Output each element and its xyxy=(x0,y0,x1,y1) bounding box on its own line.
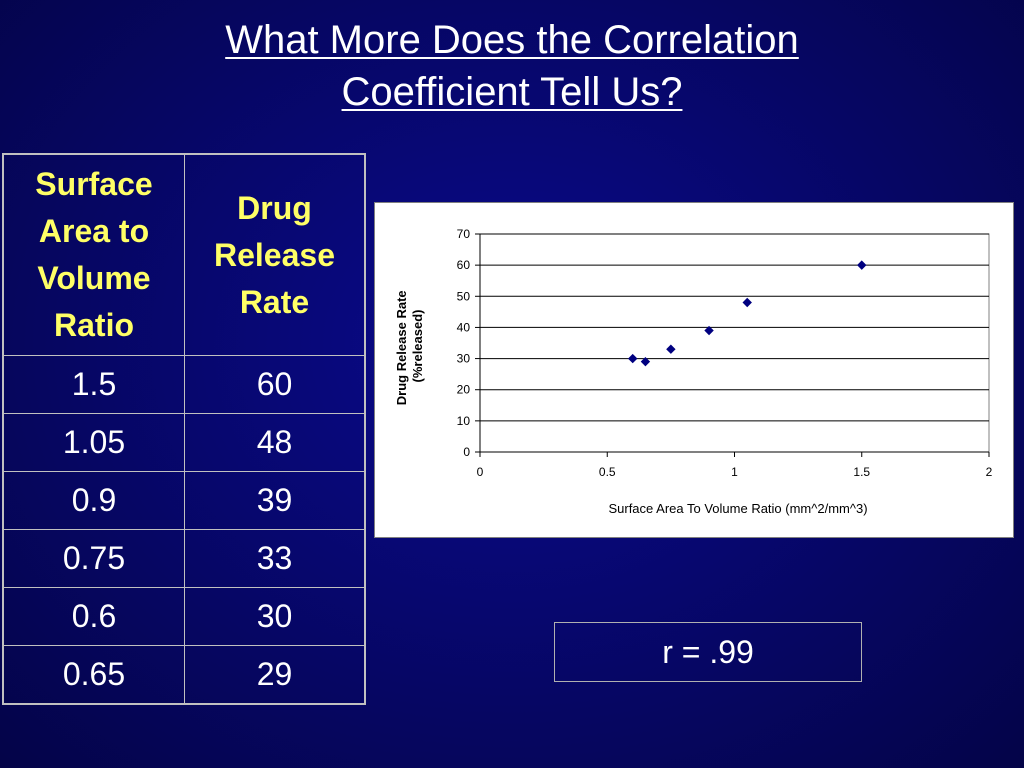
title-line-1: What More Does the Correlation xyxy=(225,18,799,62)
x-tick-label: 1 xyxy=(731,465,738,479)
y-axis-title-line-1: Drug Release Rate xyxy=(394,290,409,405)
axis-layer xyxy=(475,233,990,457)
data-point xyxy=(640,356,651,367)
table-row: 0.6 30 xyxy=(2,587,366,646)
y-axis-title: Drug Release Rate (%released) xyxy=(394,287,425,406)
data-table: Surface Area to Volume Ratio Drug Releas… xyxy=(2,153,366,705)
table-cell-rate: 33 xyxy=(184,529,366,588)
data-point xyxy=(704,325,714,336)
correlation-coefficient-label: r = .99 xyxy=(662,634,754,670)
table-cell-ratio: 1.05 xyxy=(2,413,185,472)
table-cell-ratio: 0.9 xyxy=(2,471,185,530)
table-header-row: Surface Area to Volume Ratio Drug Releas… xyxy=(2,153,366,356)
slide-title: What More Does the Correlation Coefficie… xyxy=(0,14,1024,118)
table-row: 1.05 48 xyxy=(2,413,366,472)
y-tick-label: 40 xyxy=(457,320,471,334)
x-tick-label: 0 xyxy=(477,465,484,479)
header-drug-release-rate: Drug Release Rate xyxy=(184,153,366,356)
table-row: 0.75 33 xyxy=(2,529,366,588)
table-row: 0.65 29 xyxy=(2,645,366,705)
table-row: 0.9 39 xyxy=(2,471,366,530)
data-point-layer xyxy=(627,260,867,367)
y-axis-title-line-2: (%released) xyxy=(410,310,425,383)
data-point xyxy=(627,353,638,364)
plot-area-border xyxy=(479,233,990,453)
data-point xyxy=(742,297,752,308)
scatter-chart: 0 10 20 30 40 50 60 70 0 0.5 1 1.5 2 Surface Area To… xyxy=(394,227,993,516)
table-cell-ratio: 1.5 xyxy=(2,355,185,414)
x-axis-title: Surface Area To Volume Ratio (mm^2/mm^3) xyxy=(608,501,867,516)
correlation-coefficient-box: r = .99 xyxy=(554,622,862,682)
y-tick-label: 60 xyxy=(457,258,471,272)
table-cell-ratio: 0.75 xyxy=(2,529,185,588)
x-tick-label: 2 xyxy=(986,465,993,479)
table-cell-rate: 48 xyxy=(184,413,366,472)
y-tick-label: 0 xyxy=(463,445,470,459)
table-cell-ratio: 0.65 xyxy=(2,645,185,705)
y-tick-label: 20 xyxy=(457,383,471,397)
x-tick-label: 1.5 xyxy=(853,465,870,479)
y-tick-label: 30 xyxy=(457,352,471,366)
table-cell-rate: 29 xyxy=(184,645,366,705)
table-cell-ratio: 0.6 xyxy=(2,587,185,646)
y-tick-label: 10 xyxy=(457,414,471,428)
title-line-2: Coefficient Tell Us? xyxy=(341,70,683,114)
table-row: 1.5 60 xyxy=(2,355,366,414)
y-tick-label: 50 xyxy=(457,289,471,303)
table-cell-rate: 39 xyxy=(184,471,366,530)
header-surface-area-ratio: Surface Area to Volume Ratio xyxy=(2,153,185,356)
data-point xyxy=(857,260,867,270)
table-cell-rate: 30 xyxy=(184,587,366,646)
y-tick-label: 70 xyxy=(457,227,471,241)
grid-layer xyxy=(479,233,990,453)
x-tick-label: 0.5 xyxy=(599,465,616,479)
tick-label-layer: 0 10 20 30 40 50 60 70 0 0.5 1 1.5 2 xyxy=(457,227,993,479)
table-cell-rate: 60 xyxy=(184,355,366,414)
scatter-chart-frame: 0 10 20 30 40 50 60 70 0 0.5 1 1.5 2 Surface Area To… xyxy=(374,202,1014,538)
data-point xyxy=(666,344,676,354)
